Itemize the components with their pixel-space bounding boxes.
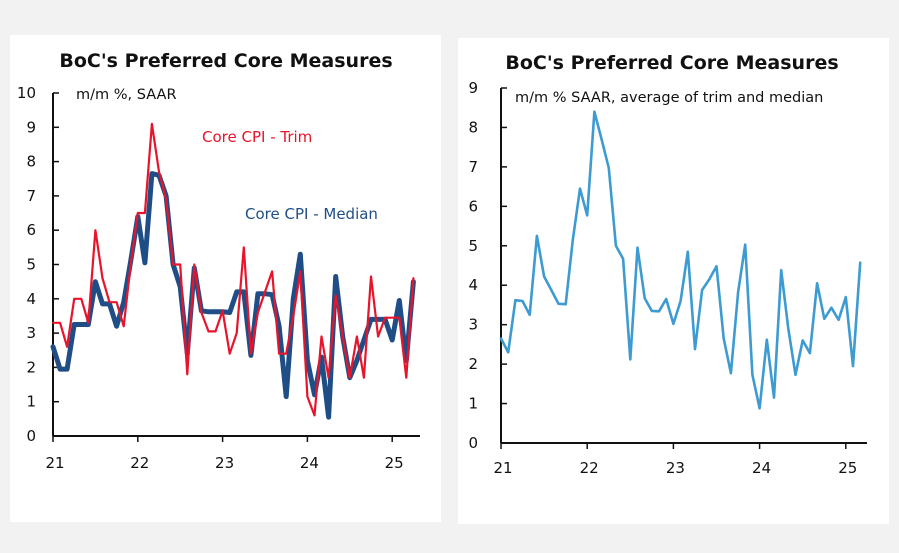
y-tick-label: 0	[468, 434, 478, 452]
y-tick-label: 0	[26, 427, 36, 445]
x-tick-label: 24	[300, 454, 319, 472]
x-tick-label: 22	[130, 454, 149, 472]
legend-label-median: Core CPI - Median	[245, 205, 378, 223]
chart-subtitle: m/m % SAAR, average of trim and median	[515, 90, 823, 106]
x-tick-label: 24	[752, 459, 771, 477]
x-tick-label: 23	[215, 454, 234, 472]
chart-subtitle: m/m %, SAAR	[76, 87, 177, 103]
chart-panel-left: BoC's Preferred Core Measures m/m %, SAA…	[10, 35, 441, 522]
chart-title: BoC's Preferred Core Measures	[59, 50, 392, 72]
x-tick-label: 25	[385, 454, 404, 472]
chart-right: BoC's Preferred Core Measures m/m % SAAR…	[468, 52, 867, 477]
y-tick-label: 7	[26, 187, 36, 205]
y-tick-label: 8	[26, 153, 36, 171]
x-tick-label: 21	[493, 459, 512, 477]
x-tick-label: 21	[45, 454, 64, 472]
y-tick-label: 9	[26, 118, 36, 136]
y-tick-label: 3	[26, 324, 36, 342]
y-tick-label: 5	[26, 256, 36, 274]
y-tick-label: 6	[26, 221, 36, 239]
y-tick-label: 7	[468, 158, 478, 176]
series-line-core-cpi-median	[50, 171, 416, 420]
chart-left: BoC's Preferred Core Measures m/m %, SAA…	[17, 50, 420, 472]
chart-panel-right: BoC's Preferred Core Measures m/m % SAAR…	[458, 38, 889, 524]
y-tick-label: 3	[468, 316, 478, 334]
y-tick-label: 1	[468, 395, 478, 413]
y-tick-label: 1	[26, 393, 36, 411]
series-line-core-cpi-trim	[51, 122, 415, 417]
x-tick-label: 25	[838, 459, 857, 477]
y-tick-label: 2	[468, 355, 478, 373]
y-tick-label: 10	[17, 84, 36, 102]
chart-title: BoC's Preferred Core Measures	[505, 52, 838, 74]
y-tick-label: 4	[26, 290, 36, 308]
y-tick-label: 4	[468, 276, 478, 294]
x-tick-label: 22	[580, 459, 599, 477]
y-tick-label: 8	[468, 118, 478, 136]
legend-label-trim: Core CPI - Trim	[202, 128, 312, 146]
y-tick-label: 2	[26, 358, 36, 376]
y-tick-label: 9	[468, 79, 478, 97]
series-line-average-of-trim-and-median	[499, 110, 862, 410]
y-tick-label: 6	[468, 197, 478, 215]
y-tick-label: 5	[468, 237, 478, 255]
x-tick-label: 23	[666, 459, 685, 477]
decorative-dots	[470, 26, 520, 41]
